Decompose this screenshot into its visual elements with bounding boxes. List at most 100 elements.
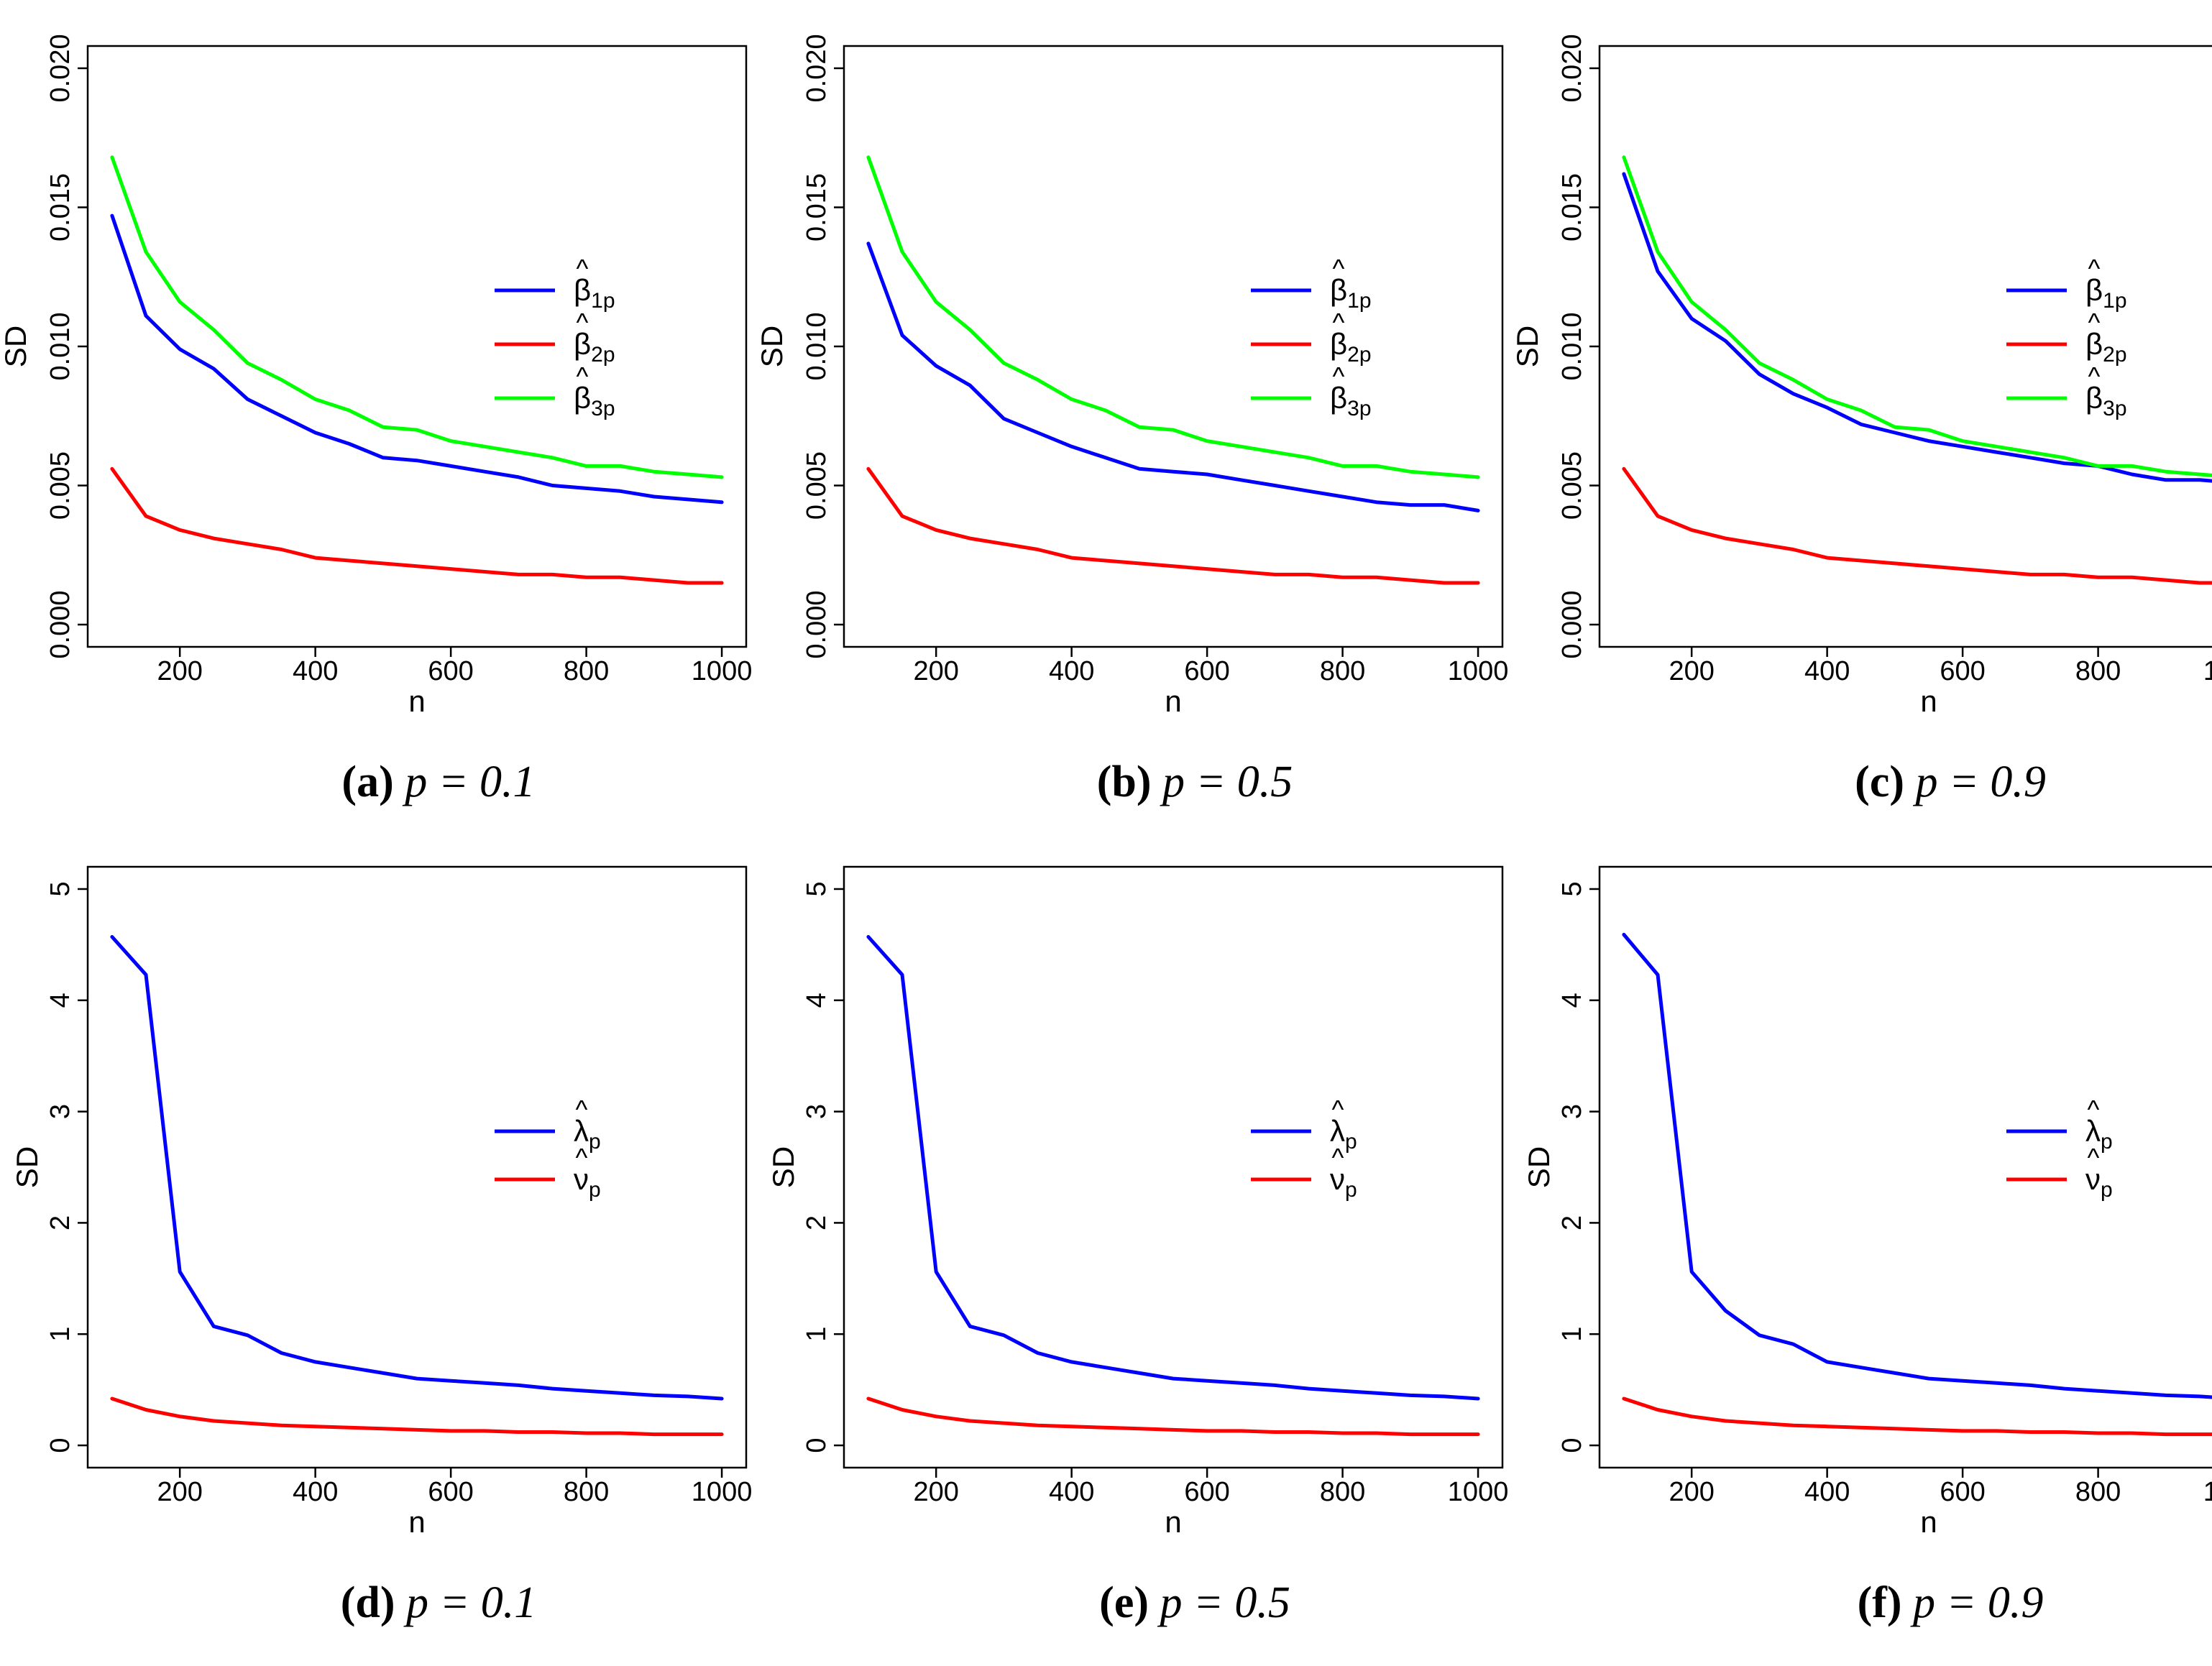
series-line-1 bbox=[866, 935, 1480, 1401]
legend-hat: ^ bbox=[1333, 254, 1345, 283]
legend-hat: ^ bbox=[2088, 362, 2101, 391]
y-tick-label: 0.020 bbox=[802, 34, 832, 102]
y-tick-label: 0 bbox=[1557, 1437, 1587, 1453]
legend-label: β3p bbox=[2085, 381, 2127, 420]
plot-frame bbox=[86, 865, 748, 1469]
panel-caption: (c) p = 0.9 bbox=[1855, 758, 2046, 806]
x-tick-label: 800 bbox=[2075, 1477, 2121, 1507]
x-tick-label: 1000 bbox=[692, 1477, 753, 1507]
x-tick-label: 400 bbox=[1049, 656, 1094, 686]
x-tick-label: 600 bbox=[1184, 1477, 1229, 1507]
y-tick-label: 0 bbox=[45, 1437, 75, 1453]
legend-hat: ^ bbox=[1333, 308, 1345, 337]
legend-label: β2p bbox=[574, 327, 615, 367]
panel-a: 200 400 600 800 1000 0.000 0.005 0.010 0.015 0.02… bbox=[0, 34, 752, 806]
y-tick-label: 2 bbox=[802, 1215, 832, 1230]
x-tick-label: 600 bbox=[1940, 656, 1985, 686]
series-line-2 bbox=[110, 1396, 724, 1437]
x-tick-label: 600 bbox=[1940, 1477, 1985, 1507]
y-tick-label: 0.005 bbox=[1557, 451, 1587, 520]
y-tick-label: 1 bbox=[802, 1327, 832, 1342]
x-tick-label: 1000 bbox=[2203, 656, 2212, 686]
y-tick-label: 5 bbox=[802, 881, 832, 896]
y-tick-label: 0.015 bbox=[1557, 173, 1587, 241]
x-axis-title: n bbox=[408, 684, 425, 718]
y-tick-label: 0.000 bbox=[1557, 590, 1587, 658]
plot-frame bbox=[1598, 865, 2212, 1469]
legend: λp^νp^ bbox=[2006, 1095, 2113, 1202]
legend-hat: ^ bbox=[1333, 362, 1345, 391]
x-tick-label: 200 bbox=[913, 1477, 958, 1507]
x-tick-label: 800 bbox=[564, 656, 609, 686]
legend-hat: ^ bbox=[1332, 1095, 1344, 1124]
x-axis: 200 400 600 800 1000 bbox=[913, 1468, 1508, 1507]
x-tick-label: 800 bbox=[2075, 656, 2121, 686]
x-tick-label: 400 bbox=[1049, 1477, 1094, 1507]
y-tick-label: 5 bbox=[1557, 881, 1587, 896]
y-axis: 0 1 2 3 4 5 bbox=[802, 881, 844, 1453]
legend-hat: ^ bbox=[2088, 308, 2101, 337]
y-tick-label: 0.020 bbox=[1557, 34, 1587, 102]
legend-label: β3p bbox=[574, 381, 615, 420]
y-tick-label: 0.010 bbox=[45, 312, 75, 380]
x-tick-label: 400 bbox=[1804, 656, 1850, 686]
legend-label: β1p bbox=[1330, 273, 1372, 313]
y-tick-label: 3 bbox=[45, 1104, 75, 1119]
series-line-2 bbox=[1622, 1396, 2212, 1437]
series-line-1 bbox=[1622, 172, 2212, 483]
y-tick-label: 4 bbox=[1557, 993, 1587, 1008]
y-axis-title: SD bbox=[10, 1146, 44, 1188]
y-axis-title: SD bbox=[755, 326, 789, 367]
x-tick-label: 800 bbox=[1320, 656, 1365, 686]
series-line-1 bbox=[866, 241, 1480, 512]
y-axis: 0 1 2 3 4 5 bbox=[45, 881, 88, 1453]
series-line-1 bbox=[1622, 932, 2212, 1399]
legend-hat: ^ bbox=[577, 362, 589, 391]
series-line-1 bbox=[110, 935, 724, 1401]
y-axis: 0.000 0.005 0.010 0.015 0.020 bbox=[1557, 34, 1600, 659]
y-tick-label: 4 bbox=[45, 993, 75, 1008]
y-tick-label: 0.005 bbox=[802, 451, 832, 520]
series-line-2 bbox=[110, 466, 724, 585]
series-line-2 bbox=[866, 466, 1480, 585]
y-tick-label: 2 bbox=[1557, 1215, 1587, 1230]
legend: λp^νp^ bbox=[495, 1095, 601, 1202]
y-axis-title: SD bbox=[1510, 326, 1544, 367]
panel-caption: (f) p = 0.9 bbox=[1858, 1578, 2044, 1627]
legend-hat: ^ bbox=[576, 1143, 588, 1172]
series-line-1 bbox=[110, 213, 724, 505]
legend-label: λp bbox=[1330, 1114, 1357, 1154]
legend-hat: ^ bbox=[2088, 1143, 2100, 1172]
x-tick-label: 400 bbox=[293, 656, 338, 686]
legend-label: νp bbox=[2085, 1162, 2113, 1202]
legend-hat: ^ bbox=[2088, 254, 2101, 283]
legend: λp^νp^ bbox=[1251, 1095, 1357, 1202]
legend-label: β1p bbox=[2085, 273, 2127, 313]
x-tick-label: 1000 bbox=[1448, 1477, 1509, 1507]
series-line-3 bbox=[110, 155, 724, 479]
x-tick-label: 200 bbox=[157, 1477, 202, 1507]
x-axis-title: n bbox=[1920, 684, 1937, 718]
x-tick-label: 200 bbox=[1669, 1477, 1714, 1507]
y-tick-label: 0.010 bbox=[802, 312, 832, 380]
x-tick-label: 800 bbox=[1320, 1477, 1365, 1507]
y-tick-label: 1 bbox=[45, 1327, 75, 1342]
x-axis-title: n bbox=[1165, 1505, 1181, 1539]
y-tick-label: 0.000 bbox=[802, 590, 832, 658]
legend-label: λp bbox=[2085, 1114, 2113, 1154]
series-line-2 bbox=[866, 1396, 1480, 1437]
x-axis: 200 400 600 800 1000 bbox=[913, 647, 1508, 686]
y-tick-label: 0.010 bbox=[1557, 312, 1587, 380]
y-tick-label: 4 bbox=[802, 993, 832, 1008]
panel-b: 200 400 600 800 1000 0.000 0.005 0.010 0.015 0.02… bbox=[755, 34, 1508, 806]
x-tick-label: 600 bbox=[1184, 656, 1229, 686]
legend-label: λp bbox=[574, 1114, 601, 1154]
legend-label: νp bbox=[574, 1162, 601, 1202]
y-axis-title: SD bbox=[766, 1146, 800, 1188]
plot-frame bbox=[843, 45, 1504, 648]
legend: β1p^β2p^β3p^ bbox=[495, 254, 615, 420]
plot-frame bbox=[843, 865, 1504, 1469]
